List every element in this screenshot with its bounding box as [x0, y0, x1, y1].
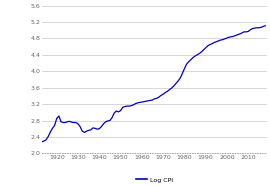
Log CPI [40, 141, 43, 143]
Log CPI [264, 25, 267, 27]
Log CPI [47, 135, 50, 138]
Line: Log CPI: Log CPI [42, 26, 265, 142]
Log CPI [185, 63, 188, 65]
Log CPI [234, 34, 237, 37]
Log CPI [170, 87, 173, 89]
Log CPI [172, 85, 175, 87]
Log CPI [193, 55, 197, 57]
Legend: Log CPI: Log CPI [136, 177, 173, 183]
